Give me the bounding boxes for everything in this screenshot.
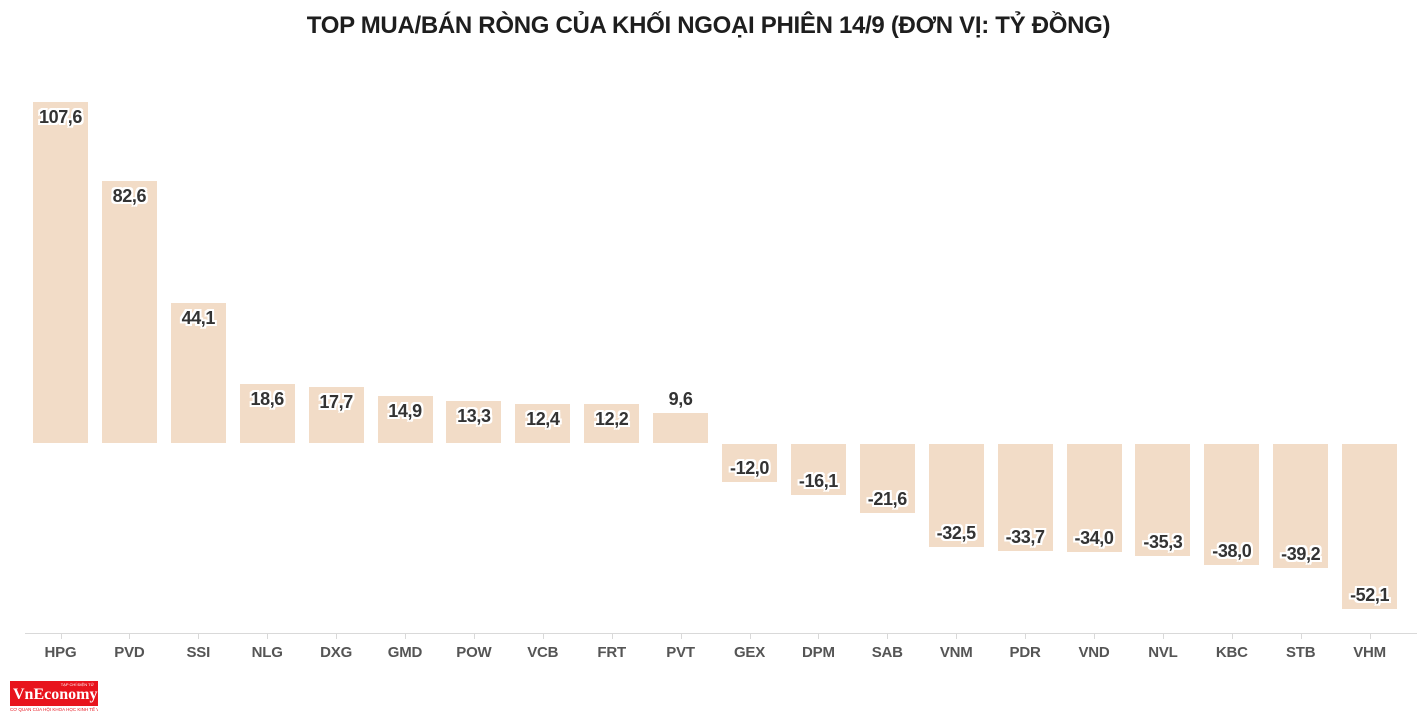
- bar-value-label-NLG: 18,6: [250, 389, 284, 409]
- vneconomy-logo[interactable]: TẠP CHÍ ĐIỆN TỬ VnEconomy CƠ QUAN CỦA HỘ…: [10, 681, 98, 712]
- bar-value-label-VHM: -52,1: [1350, 585, 1390, 606]
- bar-DXG: [308, 386, 364, 443]
- category-label-VHM: VHM: [1353, 644, 1386, 661]
- category-label-DPM: DPM: [802, 644, 835, 661]
- bar-STB: [1273, 444, 1329, 569]
- category-label-PDR: PDR: [1009, 644, 1041, 661]
- axis-tick: [680, 633, 682, 639]
- axis-tick: [1300, 633, 1302, 639]
- bar-value-label-GEX: -12,0: [729, 458, 770, 479]
- axis-tick: [336, 633, 338, 639]
- bar-value-label-STB: -39,2: [1281, 544, 1321, 565]
- axis-tick: [129, 633, 131, 639]
- bar-VNM: [928, 444, 984, 548]
- bar-value-label-PVT: 9,6: [668, 388, 693, 409]
- axis-tick: [1369, 633, 1371, 639]
- bar-value-label-SSI: 44,1: [181, 308, 216, 329]
- bar-GMD: [377, 395, 433, 443]
- category-label-SAB: SAB: [871, 644, 903, 661]
- axis-tick: [405, 633, 406, 639]
- bar-value-label-KBC: -38,0: [1212, 540, 1252, 561]
- bar-value-label-DPM: -16,1: [798, 471, 838, 492]
- bar-POW: [446, 400, 502, 443]
- bar-DPM: [790, 444, 846, 496]
- bar-value-label-VNM: -32,5: [936, 523, 976, 544]
- bar-value-label-PDR: -33,7: [1005, 526, 1045, 547]
- axis-tick: [611, 633, 613, 639]
- axis-tick: [542, 633, 544, 639]
- bar-GEX: [722, 444, 777, 483]
- category-label-VND: VND: [1078, 644, 1110, 661]
- axis-tick: [956, 633, 958, 639]
- axis-tick: [473, 633, 475, 639]
- axis-tick: [749, 633, 751, 639]
- bar-value-label-DXG: 17,7: [319, 391, 353, 412]
- vneconomy-logo-box: TẠP CHÍ ĐIỆN TỬ VnEconomy: [10, 681, 98, 706]
- category-label-POW: POW: [456, 644, 492, 661]
- category-label-PVD: PVD: [114, 644, 145, 661]
- chart-title: TOP MUA/BÁN RÒNG CỦA KHỐI NGOẠI PHIÊN 14…: [306, 12, 1111, 39]
- axis-tick: [1162, 633, 1164, 639]
- axis-tick: [198, 633, 200, 639]
- bar-PVT: [653, 412, 709, 443]
- category-label-SSI: SSI: [186, 644, 211, 661]
- bar-value-label-NVL: -35,3: [1143, 531, 1183, 552]
- category-label-STB: STB: [1285, 644, 1316, 661]
- bar-value-label-VCB: 12,4: [526, 408, 560, 429]
- axis-tick: [887, 633, 889, 639]
- category-label-DXG: DXG: [320, 644, 353, 661]
- vneconomy-logo-name: VnEconomy: [13, 686, 98, 703]
- bar-PVD: [101, 180, 157, 443]
- bar-NLG: [239, 384, 295, 443]
- category-label-GEX: GEX: [733, 644, 766, 661]
- bar-PDR: [997, 444, 1053, 551]
- bar-VHM: [1342, 444, 1398, 610]
- axis-tick: [60, 633, 62, 639]
- category-label-FRT: FRT: [597, 644, 626, 661]
- axis-tick: [818, 633, 820, 639]
- bar-value-label-PVD: 82,6: [112, 185, 147, 206]
- category-label-VCB: VCB: [527, 644, 559, 661]
- category-label-GMD: GMD: [387, 644, 423, 661]
- category-label-VNM: VNM: [939, 644, 973, 661]
- category-label-NVL: NVL: [1148, 644, 1178, 661]
- axis-tick: [1094, 633, 1095, 639]
- bar-VND: [1066, 444, 1122, 552]
- axis-tick: [1231, 633, 1233, 639]
- vneconomy-logo-top-text: TẠP CHÍ ĐIỆN TỬ: [60, 682, 94, 687]
- axis-tick: [1025, 633, 1027, 639]
- category-label-NLG: NLG: [251, 644, 283, 661]
- category-label-KBC: KBC: [1215, 644, 1248, 661]
- bar-SSI: [170, 303, 226, 443]
- bar-HPG: [33, 101, 88, 443]
- category-label-HPG: HPG: [44, 644, 77, 661]
- bar-FRT: [584, 404, 640, 443]
- bar-VCB: [515, 403, 571, 443]
- bar-value-label-HPG: 107,6: [38, 106, 83, 127]
- x-axis-line: [25, 633, 1417, 634]
- axis-tick: [267, 633, 269, 639]
- bar-value-label-FRT: 12,2: [594, 409, 629, 430]
- vneconomy-logo-tagline: CƠ QUAN CỦA HỘI KHOA HỌC KINH TẾ VIỆT NA…: [10, 707, 98, 712]
- bar-KBC: [1204, 444, 1260, 565]
- bar-value-label-POW: 13,3: [457, 405, 491, 426]
- bar-value-label-VND: -34,0: [1074, 527, 1114, 548]
- bar-SAB: [859, 444, 915, 513]
- category-label-PVT: PVT: [666, 644, 695, 661]
- bar-value-label-SAB: -21,6: [867, 488, 907, 509]
- bar-NVL: [1135, 444, 1191, 556]
- bar-value-label-GMD: 14,9: [388, 400, 422, 421]
